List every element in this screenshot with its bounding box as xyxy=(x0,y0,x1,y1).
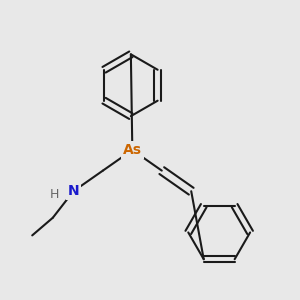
Text: H: H xyxy=(50,188,59,201)
Text: N: N xyxy=(68,184,79,198)
Text: As: As xyxy=(123,143,142,157)
